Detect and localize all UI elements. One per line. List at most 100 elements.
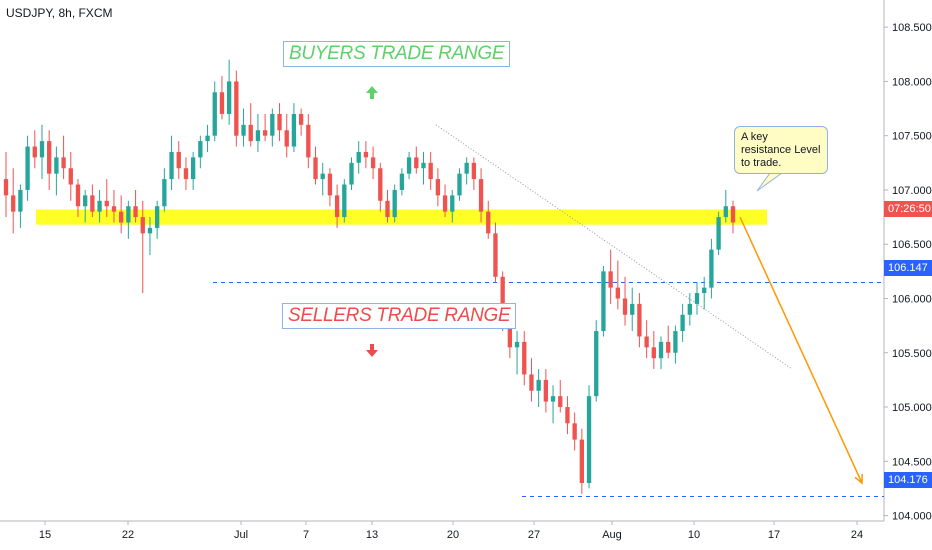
candle-body — [658, 341, 664, 359]
candle-body — [320, 173, 325, 180]
candle-body — [579, 439, 585, 484]
candle-body — [680, 314, 685, 332]
candle-body — [478, 179, 484, 212]
x-tick-label: Aug — [602, 529, 622, 541]
candle-body — [586, 396, 592, 484]
candle-body — [622, 298, 628, 315]
candle-body — [435, 179, 441, 196]
resistance-zone — [36, 209, 767, 225]
candle-body — [370, 157, 376, 169]
candle-body — [565, 407, 570, 424]
candle-body — [392, 189, 397, 218]
candle-body — [486, 211, 491, 234]
candle-body — [334, 195, 340, 218]
candle-body — [464, 162, 469, 174]
candle-body — [147, 227, 153, 234]
resistance-callout: A key resistance Level to trade. — [734, 126, 828, 174]
up-arrow-icon — [366, 86, 378, 99]
candle-body — [226, 81, 232, 114]
y-tick-label: 108.000 — [892, 76, 932, 88]
ticker-label[interactable]: USDJPY, 8h, FXCM — [6, 6, 113, 20]
candle-body — [356, 151, 361, 163]
candle-body — [241, 124, 246, 136]
candle-body — [234, 81, 239, 136]
y-tick-label: 108.500 — [892, 22, 932, 34]
resistance-zone-layer — [36, 209, 767, 225]
candle-body — [529, 374, 534, 391]
candle-body — [594, 331, 599, 397]
candle-body — [39, 141, 45, 158]
candle-body — [414, 157, 419, 169]
candle-body — [342, 184, 347, 218]
candle-body — [644, 336, 649, 348]
candle-body — [313, 157, 318, 180]
candle-body — [500, 276, 505, 321]
candle-body — [572, 423, 577, 440]
candle-body — [514, 341, 520, 348]
candle-body — [198, 141, 203, 158]
candle-body — [349, 162, 354, 185]
candle-body — [83, 195, 88, 207]
candle-body — [75, 184, 81, 207]
candle-body — [61, 157, 66, 169]
candle-body — [291, 113, 297, 147]
candle-body — [219, 92, 225, 114]
candle-body — [255, 130, 261, 142]
candle-body — [385, 200, 390, 218]
candle-body — [651, 347, 656, 359]
x-tick-label: 10 — [688, 529, 700, 541]
candle-body — [277, 113, 282, 131]
candle-body — [183, 168, 189, 180]
candle-body — [702, 287, 707, 294]
candle-body — [457, 173, 462, 196]
candle-body — [68, 168, 73, 185]
candle-body — [47, 141, 52, 174]
projection-arrow-head — [854, 473, 863, 485]
candle-body — [140, 217, 145, 234]
candle-body — [442, 195, 448, 212]
candle-body — [709, 249, 714, 288]
y-tick-label: 104.000 — [892, 511, 932, 523]
buyers-range-label: BUYERS TRADE RANGE — [283, 41, 511, 67]
candle-body — [262, 130, 268, 136]
x-tick-label: 15 — [39, 529, 51, 541]
candle-body — [154, 206, 160, 228]
y-tick-label: 105.000 — [892, 402, 932, 414]
candle-body — [673, 331, 678, 353]
candle-body — [104, 200, 109, 207]
y-tick-label: 106.500 — [892, 239, 932, 251]
last-price-countdown-tag: 07:26:50 — [884, 201, 932, 217]
y-tick-label: 107.000 — [892, 185, 932, 197]
candle-body — [536, 379, 541, 391]
candle-body — [327, 173, 333, 196]
candle-body — [399, 173, 405, 190]
candle-body — [421, 162, 426, 169]
x-tick-label: Jul — [234, 529, 248, 541]
x-tick-label: 22 — [122, 529, 134, 541]
candle-body — [694, 293, 700, 304]
level-tag-lower: 104.176 — [884, 472, 932, 488]
candle-body — [32, 146, 37, 158]
sellers-range-label: SELLERS TRADE RANGE — [282, 303, 517, 329]
candle-body — [133, 206, 138, 218]
candle-body — [205, 135, 210, 142]
candle-body — [450, 195, 455, 212]
candle-body — [601, 271, 606, 332]
y-tick-label: 106.000 — [892, 293, 932, 305]
candle-body — [11, 195, 16, 212]
candle-body — [522, 341, 527, 375]
candle-body — [18, 189, 23, 212]
axis-corner — [884, 526, 932, 550]
candle-body — [363, 151, 369, 158]
candle-body — [212, 92, 217, 136]
x-tick-label: 24 — [851, 529, 863, 541]
candle-body — [306, 124, 311, 158]
candle-body — [284, 130, 289, 147]
candle-body — [615, 287, 620, 299]
candle-body — [90, 195, 95, 212]
down-arrow-icon — [366, 344, 378, 357]
y-tick-label: 105.500 — [892, 348, 932, 360]
candle-body — [248, 124, 253, 142]
callout-pointer — [756, 172, 783, 192]
